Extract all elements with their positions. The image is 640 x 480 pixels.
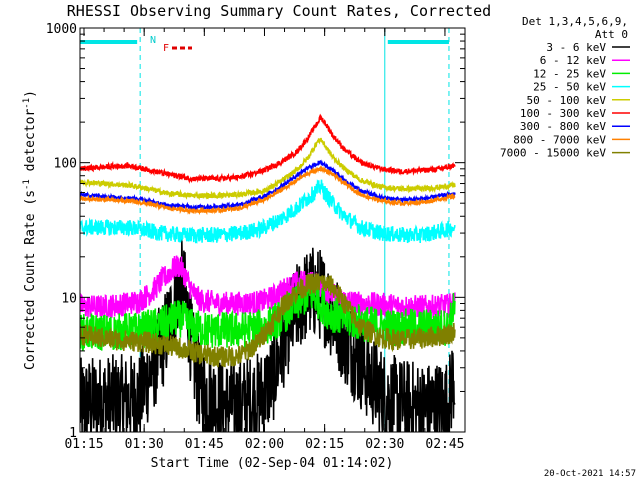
y-tick-label: 1000 bbox=[46, 22, 77, 37]
y-tick-label: 100 bbox=[54, 157, 77, 172]
legend-entry-label: 3 - 6 keV bbox=[546, 41, 606, 54]
legend-entry-label: 7000 - 15000 keV bbox=[500, 147, 606, 160]
legend-header-1: Det 1,3,4,5,6,9, bbox=[522, 15, 628, 28]
legend-entry-label: 50 - 100 keV bbox=[527, 94, 607, 107]
legend-entry-label: 300 - 800 keV bbox=[520, 120, 606, 133]
x-tick-label: 01:45 bbox=[185, 437, 224, 452]
series-100-300-kev bbox=[80, 113, 456, 184]
series-50-100-kev bbox=[80, 137, 456, 201]
series-300-800-kev bbox=[80, 159, 456, 212]
series-3-6-kev bbox=[80, 239, 456, 432]
x-tick-label: 02:00 bbox=[245, 437, 284, 452]
legend-entry-label: 6 - 12 keV bbox=[540, 54, 607, 67]
flag-label-n: N bbox=[150, 35, 156, 46]
series-800-7000-kev bbox=[80, 165, 456, 216]
x-axis-label: Start Time (02-Sep-04 01:14:02) bbox=[151, 456, 394, 471]
y-tick-label: 1 bbox=[69, 426, 77, 441]
y-axis-label: Corrected Count Rate (s-1 detector-1) bbox=[22, 90, 38, 370]
timestamp: 20-Oct-2021 14:57 bbox=[544, 469, 636, 479]
series-7000-15000-kev bbox=[80, 273, 456, 368]
x-tick-label: 01:30 bbox=[125, 437, 164, 452]
flag-label-f: F bbox=[163, 43, 169, 54]
x-tick-label: 01:15 bbox=[64, 437, 103, 452]
series-layer bbox=[80, 113, 456, 432]
legend-entry-label: 800 - 7000 keV bbox=[513, 133, 606, 146]
legend-entry-label: 12 - 25 keV bbox=[533, 67, 606, 80]
legend-entry-label: 100 - 300 keV bbox=[520, 107, 606, 120]
chart-title: RHESSI Observing Summary Count Rates, Co… bbox=[67, 2, 491, 20]
axes: 01:15 01:30 01:45 02:00 02:15 02:30 02:45 1 10 10… bbox=[46, 22, 465, 452]
y-tick-label: 10 bbox=[61, 291, 77, 306]
series-25-50-kev bbox=[80, 179, 456, 244]
x-tick-label: 02:45 bbox=[425, 437, 464, 452]
series-6-12-kev bbox=[80, 255, 456, 319]
plot-frame bbox=[79, 27, 466, 433]
flag-labels: NF bbox=[150, 35, 192, 54]
x-tick-label: 02:15 bbox=[305, 437, 344, 452]
legend-entry-label: 25 - 50 keV bbox=[533, 81, 606, 94]
legend-header-2: Att 0 bbox=[595, 28, 628, 41]
x-tick-label: 02:30 bbox=[365, 437, 404, 452]
